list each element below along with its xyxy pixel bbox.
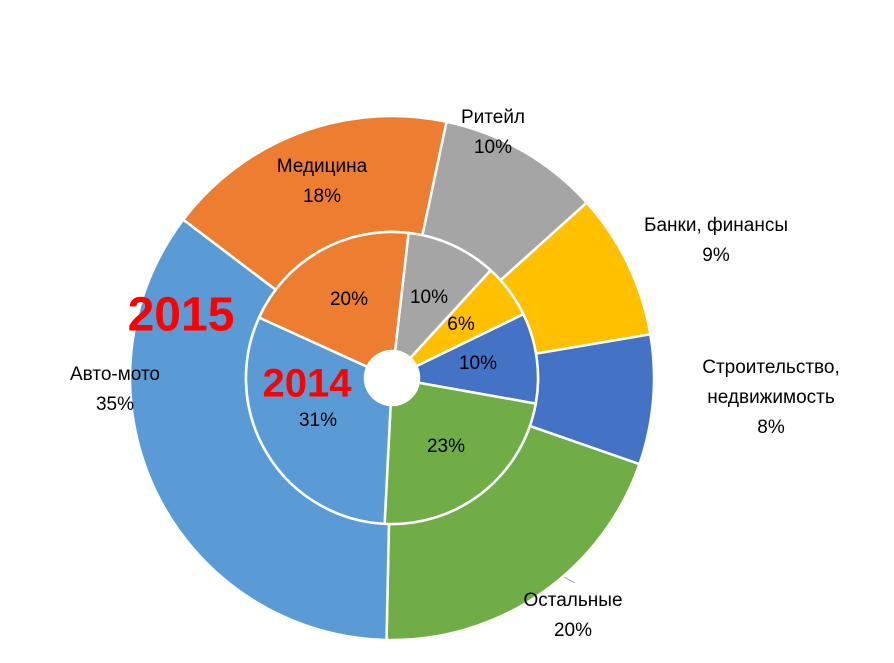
doughnut-segment <box>244 315 392 526</box>
value-label: 8% <box>757 417 785 438</box>
value-label: 35% <box>95 394 135 415</box>
category-label: Ритейл <box>460 107 526 128</box>
value-label: 6% <box>447 314 475 335</box>
category-label: Остальные <box>523 590 623 611</box>
data-label: Банки, финансы 9% <box>644 211 788 271</box>
data-label: Остальные 20% <box>523 586 622 646</box>
value-label: 31% <box>298 410 338 431</box>
category-label: Банки, финансы <box>644 215 788 236</box>
doughnut-segment <box>383 381 538 526</box>
value-label: 18% <box>302 186 342 207</box>
data-label: Авто-мото 35% <box>70 360 160 420</box>
value-label: 20% <box>553 620 593 641</box>
value-label: 9% <box>702 245 730 266</box>
data-label: Ритейл 10% <box>461 103 525 163</box>
category-label: Строительство, недвижимость <box>702 357 840 408</box>
category-label: Медицина <box>276 156 368 177</box>
series-label: 2015 <box>127 288 235 342</box>
value-label: 23% <box>426 436 466 457</box>
category-label: Авто-мото <box>70 364 160 385</box>
value-label: 10% <box>458 353 498 374</box>
doughnut-segment <box>414 312 540 406</box>
series-label: 2014 <box>262 361 352 406</box>
doughnut-segment <box>393 231 493 360</box>
data-label: Строительство, недвижимость 8% <box>684 353 859 443</box>
value-label: 10% <box>473 137 513 158</box>
data-label: Медицина 18% <box>277 152 367 212</box>
value-label: 20% <box>329 289 369 310</box>
doughnut-segment <box>257 230 410 369</box>
value-label: 10% <box>409 287 449 308</box>
